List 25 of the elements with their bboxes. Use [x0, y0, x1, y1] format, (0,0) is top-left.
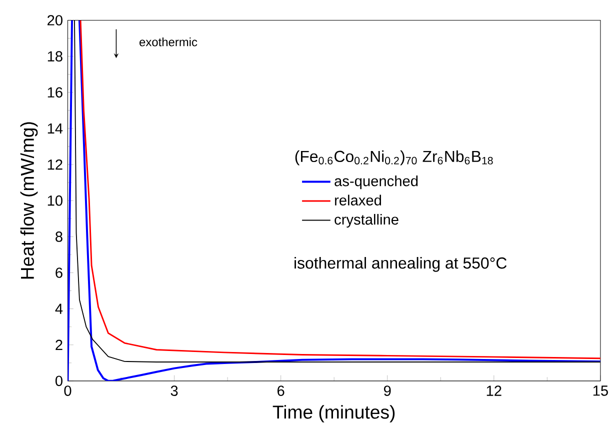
x-tick-label: 3 — [170, 385, 178, 396]
legend-label: as-quenched — [334, 175, 418, 189]
y-tick-label: 0 — [55, 376, 62, 386]
x-tick-label: 0 — [64, 385, 72, 396]
y-tick-label: 16 — [48, 87, 62, 98]
x-tick-label: 9 — [384, 385, 391, 396]
y-axis-title: Heat flow (mW/mg) — [20, 122, 38, 278]
legend-label: crystalline — [334, 214, 398, 228]
y-tick-label: 14 — [48, 123, 63, 134]
y-tick-label: 10 — [48, 195, 62, 206]
y-tick-label: 8 — [56, 231, 62, 242]
y-tick-label: 4 — [55, 304, 63, 314]
y-tick-label: 20 — [48, 14, 62, 26]
y-tick-label: 2 — [56, 340, 62, 350]
y-tick-label: 18 — [48, 50, 62, 62]
x-axis-title: Time (minutes) — [272, 404, 395, 422]
text: (Fe$_{0.6}$Co$_{0.2}$Ni$_{0.2}$)$_{70}$ Zr$_{6}$Nb$_{6}$B$_{18}$ — [295, 150, 493, 166]
x-tick-label: 12 — [486, 385, 502, 396]
annotation: isothermal annealing at 550°C — [294, 256, 507, 272]
x-tick-label: 6 — [278, 385, 284, 396]
x-tick-label: 15 — [593, 385, 608, 396]
y-tick-label: 6 — [56, 267, 62, 278]
annotation: exothermic — [140, 37, 198, 46]
legend-label: relaxed — [335, 194, 382, 206]
y-tick-label: 12 — [48, 159, 62, 170]
